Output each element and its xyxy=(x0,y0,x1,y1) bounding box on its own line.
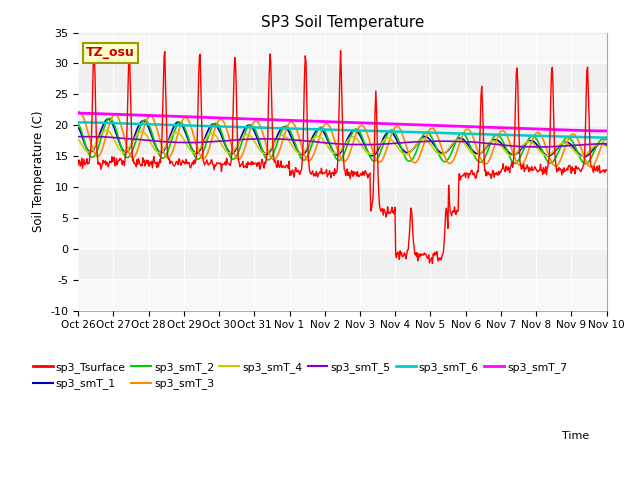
sp3_smT_5 xyxy=(538,144,545,150)
Line: sp3_smT_6: sp3_smT_6 xyxy=(78,122,607,138)
Title: SP3 Soil Temperature: SP3 Soil Temperature xyxy=(260,15,424,30)
sp3_smT_4 xyxy=(139,129,147,134)
sp3_smT_2 xyxy=(74,121,82,127)
sp3_smT_2 xyxy=(423,129,431,135)
sp3_Tsurface xyxy=(84,161,92,167)
sp3_smT_7 xyxy=(422,122,429,128)
sp3_smT_1 xyxy=(221,140,228,146)
sp3_Tsurface xyxy=(138,163,146,169)
sp3_smT_3 xyxy=(84,128,92,134)
sp3_smT_4 xyxy=(407,148,415,154)
sp3_smT_5 xyxy=(139,137,147,143)
Line: sp3_smT_1: sp3_smT_1 xyxy=(78,119,607,156)
sp3_smT_1 xyxy=(74,125,82,131)
Line: sp3_Tsurface: sp3_Tsurface xyxy=(78,51,607,264)
sp3_smT_2 xyxy=(84,148,92,154)
Bar xyxy=(78,33,607,63)
sp3_Tsurface xyxy=(603,167,611,173)
sp3_smT_5 xyxy=(193,140,200,145)
sp3_smT_2 xyxy=(582,161,589,167)
sp3_smT_5 xyxy=(84,134,92,140)
sp3_smT_6 xyxy=(138,121,146,127)
sp3_smT_2 xyxy=(106,116,113,121)
Line: sp3_smT_5: sp3_smT_5 xyxy=(78,137,607,147)
sp3_smT_5 xyxy=(603,141,611,146)
Line: sp3_smT_7: sp3_smT_7 xyxy=(78,113,607,131)
sp3_smT_3 xyxy=(74,109,82,115)
Line: sp3_smT_3: sp3_smT_3 xyxy=(78,112,607,167)
Line: sp3_smT_2: sp3_smT_2 xyxy=(78,119,607,164)
sp3_smT_1 xyxy=(84,147,92,153)
sp3_smT_6 xyxy=(84,120,92,125)
sp3_smT_7 xyxy=(84,110,92,116)
Bar xyxy=(78,218,607,249)
sp3_smT_4 xyxy=(578,153,586,159)
sp3_smT_5 xyxy=(81,134,88,140)
sp3_smT_5 xyxy=(423,139,431,144)
sp3_smT_3 xyxy=(192,140,200,145)
sp3_smT_2 xyxy=(221,139,228,144)
sp3_smT_1 xyxy=(580,154,588,159)
sp3_smT_4 xyxy=(221,146,228,152)
sp3_smT_6 xyxy=(603,135,611,141)
sp3_Tsurface xyxy=(337,48,344,54)
sp3_smT_4 xyxy=(84,149,92,155)
sp3_smT_4 xyxy=(193,149,200,155)
sp3_smT_1 xyxy=(603,142,611,148)
sp3_smT_2 xyxy=(407,157,415,163)
sp3_smT_4 xyxy=(603,144,611,149)
sp3_smT_3 xyxy=(422,135,429,141)
Bar xyxy=(78,95,607,125)
sp3_smT_7 xyxy=(603,128,611,134)
sp3_smT_6 xyxy=(220,124,227,130)
Line: sp3_smT_4: sp3_smT_4 xyxy=(78,130,607,156)
sp3_smT_3 xyxy=(138,132,146,137)
sp3_smT_4 xyxy=(102,127,110,133)
sp3_Tsurface xyxy=(407,205,415,211)
sp3_smT_3 xyxy=(220,119,227,125)
sp3_smT_1 xyxy=(407,148,415,154)
sp3_Tsurface xyxy=(429,261,436,266)
Bar xyxy=(78,156,607,187)
sp3_smT_2 xyxy=(603,137,611,143)
sp3_smT_1 xyxy=(139,118,147,124)
Legend: sp3_Tsurface, sp3_smT_1, sp3_smT_2, sp3_smT_3, sp3_smT_4, sp3_smT_5, sp3_smT_6, : sp3_Tsurface, sp3_smT_1, sp3_smT_2, sp3_… xyxy=(29,358,572,394)
sp3_smT_7 xyxy=(74,110,82,116)
sp3_smT_1 xyxy=(423,134,431,140)
sp3_smT_6 xyxy=(406,129,414,135)
sp3_Tsurface xyxy=(192,158,200,164)
sp3_smT_5 xyxy=(407,139,415,145)
sp3_smT_7 xyxy=(138,112,146,118)
Text: Time: Time xyxy=(561,431,589,441)
sp3_smT_3 xyxy=(588,164,595,170)
sp3_Tsurface xyxy=(220,162,227,168)
sp3_smT_4 xyxy=(423,137,431,143)
sp3_smT_5 xyxy=(74,134,82,140)
sp3_smT_3 xyxy=(406,155,414,161)
Y-axis label: Soil Temperature (C): Soil Temperature (C) xyxy=(32,111,45,232)
sp3_smT_1 xyxy=(104,116,112,122)
sp3_smT_2 xyxy=(139,119,147,124)
sp3_smT_5 xyxy=(221,138,228,144)
sp3_smT_2 xyxy=(193,156,200,161)
sp3_smT_7 xyxy=(220,115,227,121)
sp3_smT_1 xyxy=(193,150,200,156)
sp3_smT_6 xyxy=(192,123,200,129)
Bar xyxy=(78,280,607,311)
sp3_smT_3 xyxy=(603,134,611,140)
sp3_Tsurface xyxy=(74,162,82,168)
Text: TZ_osu: TZ_osu xyxy=(86,47,135,60)
sp3_smT_7 xyxy=(192,114,200,120)
sp3_smT_6 xyxy=(422,130,429,135)
sp3_smT_6 xyxy=(74,120,82,125)
sp3_Tsurface xyxy=(423,254,431,260)
sp3_smT_7 xyxy=(406,121,414,127)
sp3_smT_4 xyxy=(74,137,82,143)
